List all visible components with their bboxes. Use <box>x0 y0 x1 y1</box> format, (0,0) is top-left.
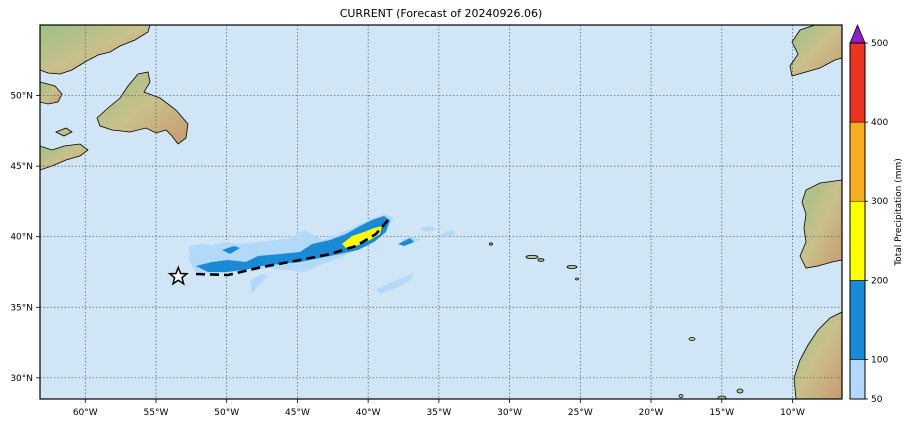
colorbar-frame <box>849 42 866 400</box>
precip-200-300-area <box>342 226 382 248</box>
precip-50-100-streak-2 <box>376 272 414 294</box>
island-azores-4 <box>575 277 579 281</box>
land-nova-scotia <box>40 143 89 171</box>
island-canary-1 <box>736 388 744 394</box>
precip-50-100-streak-5 <box>440 230 456 238</box>
lat-tick-label: 40°N <box>10 233 33 243</box>
longitude-axis: 60°W 55°W 50°W 45°W 40°W 35°W 30°W 25°W 20°W 15°W… <box>73 399 805 418</box>
colorbar-tick-label: 500 <box>871 39 888 49</box>
lon-tick-label: 25°W <box>568 408 593 418</box>
colorbar-tick-label: 300 <box>871 197 888 207</box>
islands-layer <box>489 242 744 399</box>
colorbar-bin <box>849 359 866 400</box>
precip-100-200-streak-1 <box>222 246 240 254</box>
precip-50-100-streak-1 <box>250 274 268 294</box>
land-iberia <box>799 179 842 269</box>
lon-tick-label: 20°W <box>639 408 664 418</box>
precip-50-100-streak-4 <box>420 226 436 232</box>
land-europe-north <box>789 25 842 77</box>
lat-tick-label: 50°N <box>10 92 33 102</box>
lon-tick-label: 60°W <box>73 408 98 418</box>
lon-tick-label: 15°W <box>709 408 734 418</box>
storm-track <box>195 219 389 277</box>
gridlines <box>40 25 842 399</box>
lon-tick-label: 35°W <box>426 408 451 418</box>
precip-50-100-area <box>188 214 394 274</box>
colorbar-bin <box>849 42 866 123</box>
land-pei <box>55 127 73 137</box>
island-canary-3 <box>678 394 684 398</box>
island-flores <box>489 242 493 246</box>
lon-tick-label: 30°W <box>497 408 522 418</box>
land-quebec-south <box>40 81 63 105</box>
island-madeira <box>688 337 696 341</box>
land-africa <box>793 311 842 399</box>
land-layer <box>40 25 842 399</box>
lat-tick-label: 30°N <box>10 374 33 384</box>
map-frame <box>39 24 843 400</box>
colorbar-tick-label: 50 <box>871 395 883 405</box>
lon-tick-label: 45°W <box>285 408 310 418</box>
colorbar-extend-arrow <box>849 23 866 44</box>
lon-tick-label: 50°W <box>214 408 239 418</box>
precip-100-200-streak-2 <box>398 238 414 246</box>
colorbar-bin <box>849 280 866 360</box>
colorbar-bin <box>849 200 866 281</box>
lat-tick-label: 35°N <box>10 303 33 313</box>
lon-tick-label: 10°W <box>780 408 805 418</box>
island-azores-3 <box>566 265 578 269</box>
island-azores-2 <box>537 258 545 262</box>
latitude-axis: 50°N 45°N 40°N 35°N 30°N <box>10 92 40 384</box>
ocean-area <box>40 25 842 399</box>
colorbar: 50 100 200 300 400 500 <box>849 23 888 405</box>
colorbar-tick-label: 200 <box>871 276 888 286</box>
lon-tick-label: 55°W <box>144 408 169 418</box>
colorbar-label: Total Precipitation (mm) <box>894 158 904 267</box>
colorbar-tick-label: 400 <box>871 118 888 128</box>
land-newfoundland <box>96 71 189 145</box>
lon-tick-label: 40°W <box>356 408 381 418</box>
colorbar-tick-label: 100 <box>871 355 888 365</box>
map-title: CURRENT (Forecast of 20240926.06) <box>339 7 543 20</box>
island-azores-1 <box>525 254 539 259</box>
land-labrador <box>40 25 151 75</box>
lat-tick-label: 45°N <box>10 162 33 172</box>
storm-position-star-icon <box>167 265 189 286</box>
colorbar-bin <box>849 121 866 202</box>
